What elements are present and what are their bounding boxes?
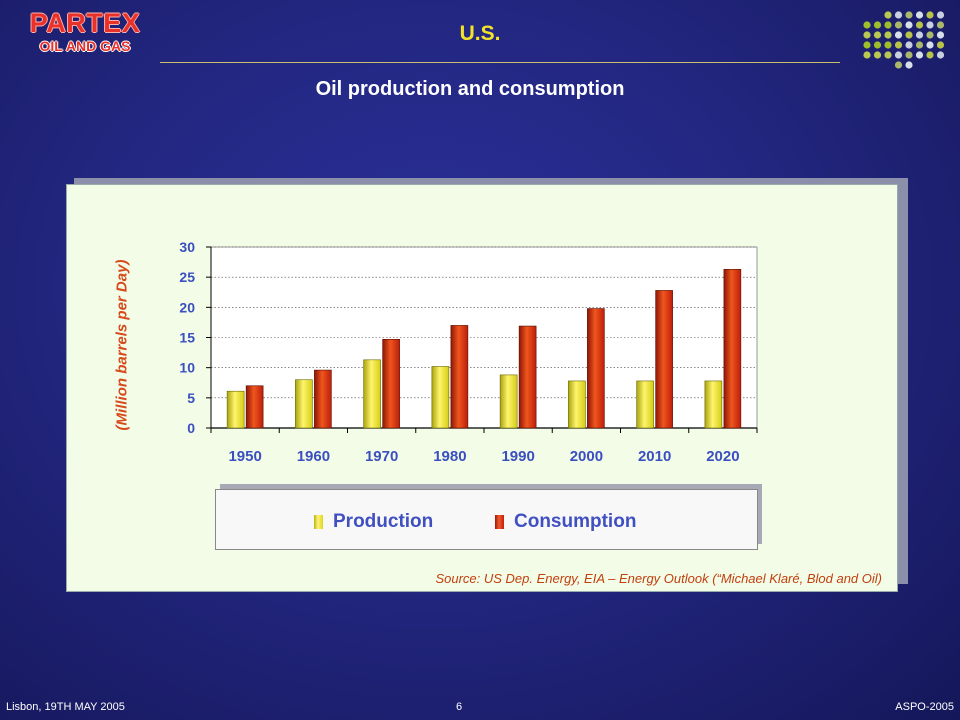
logo-name: PARTEX xyxy=(29,8,141,38)
bar-consumption xyxy=(518,325,537,429)
bar-production xyxy=(568,380,586,429)
legend-item-consumption: Consumption xyxy=(495,511,636,533)
bar-production xyxy=(363,359,381,429)
partex-logo: PARTEX OIL AND GAS xyxy=(10,8,160,54)
bar-production xyxy=(226,390,245,429)
x-tick-label: 1980 xyxy=(433,448,466,465)
bar-production xyxy=(431,366,450,429)
slide-title: U.S. xyxy=(459,22,501,45)
y-tick-label: 10 xyxy=(179,360,195,376)
x-tick-label: 2000 xyxy=(570,448,603,465)
bar-production xyxy=(499,374,518,429)
x-tick-label: 1960 xyxy=(297,448,330,465)
source-note: Source: US Dep. Energy, EIA – Energy Out… xyxy=(435,571,882,586)
y-tick-label: 30 xyxy=(179,239,195,255)
bar-consumption xyxy=(245,385,264,429)
y-tick-label: 20 xyxy=(179,299,195,315)
legend-label-production: Production xyxy=(333,511,434,532)
consumption-swatch-icon xyxy=(495,515,504,529)
bar-consumption xyxy=(587,308,605,429)
bar-consumption xyxy=(314,369,332,429)
footer-date: Lisbon, 19TH MAY 2005 xyxy=(6,701,125,713)
chart-subtitle: Oil production and consumption xyxy=(315,78,625,100)
y-tick-label: 25 xyxy=(179,269,195,285)
x-tick-label: 2020 xyxy=(706,448,739,465)
bar-production xyxy=(636,380,654,429)
logo-subtitle: OIL AND GAS xyxy=(39,38,131,54)
bar-consumption xyxy=(450,325,469,429)
legend-label-consumption: Consumption xyxy=(514,511,637,532)
bar-consumption xyxy=(723,269,742,429)
title-divider xyxy=(160,62,840,63)
y-tick-label: 5 xyxy=(187,390,195,406)
bar-production xyxy=(295,379,313,429)
production-swatch-icon xyxy=(314,515,323,529)
x-tick-label: 1970 xyxy=(365,448,398,465)
x-tick-label: 1950 xyxy=(228,448,261,465)
bar-consumption xyxy=(382,339,400,429)
y-tick-label: 15 xyxy=(179,330,195,346)
footer-page-number: 6 xyxy=(456,701,463,713)
bar-consumption xyxy=(655,290,673,429)
x-tick-label: 1990 xyxy=(501,448,534,465)
x-tick-label: 2010 xyxy=(638,448,671,465)
footer-event: ASPO-2005 xyxy=(895,701,954,713)
legend-item-production: Production xyxy=(314,511,433,533)
dot-grid-decoration-icon xyxy=(863,11,945,69)
y-tick-label: 0 xyxy=(187,420,195,436)
bar-production xyxy=(704,380,723,429)
chart-legend: Production Consumption xyxy=(215,489,758,550)
